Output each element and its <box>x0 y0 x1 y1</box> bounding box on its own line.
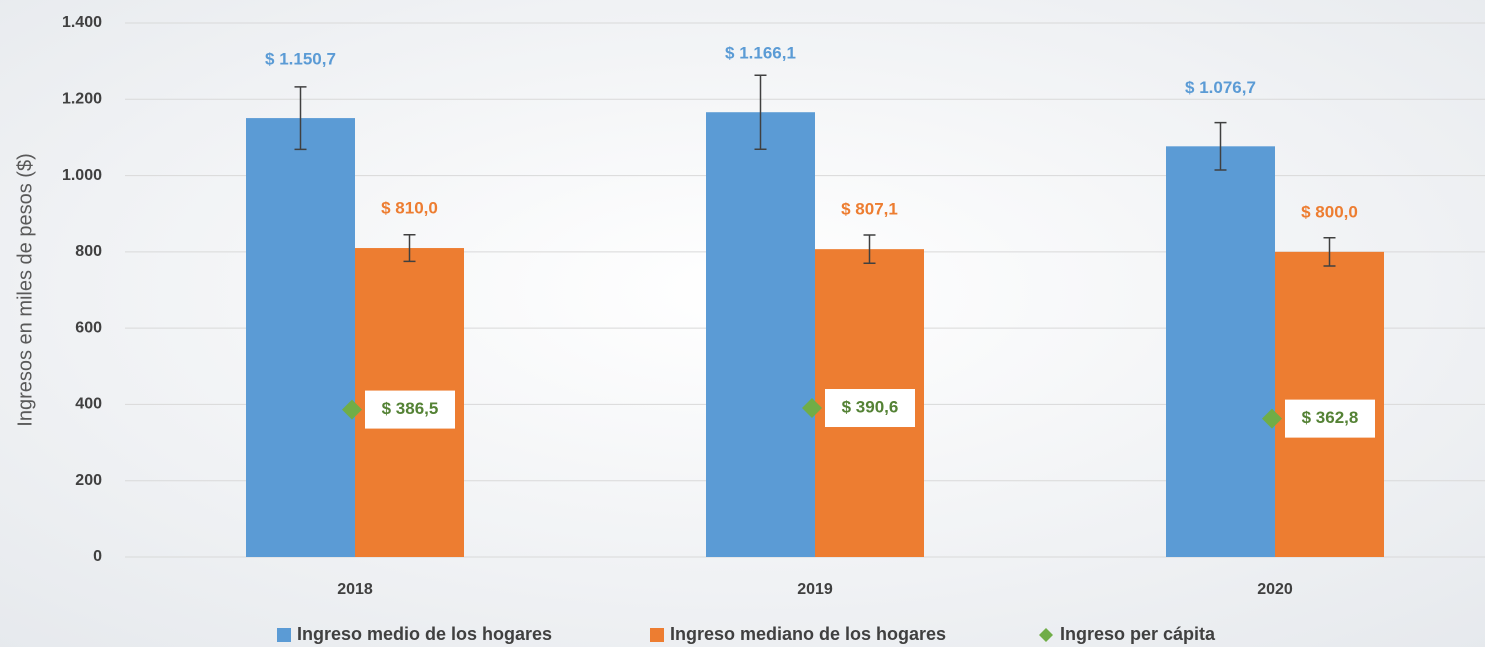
marker <box>1262 408 1282 429</box>
data-label: $ 800,0 <box>1301 202 1358 221</box>
data-label: $ 1.076,7 <box>1185 78 1256 97</box>
data-label: $ 1.150,7 <box>265 50 336 69</box>
data-label: $ 390,6 <box>842 397 899 416</box>
y-tick-label: 1.400 <box>62 14 102 31</box>
x-tick-label: 2018 <box>337 581 373 598</box>
error-bar <box>294 86 307 151</box>
marker <box>342 399 362 420</box>
error-bar <box>863 234 876 265</box>
y-tick-label: 200 <box>75 472 102 489</box>
error-bar <box>754 74 767 150</box>
y-tick-label: 600 <box>75 319 102 336</box>
data-label-box <box>1285 399 1375 438</box>
data-label: $ 810,0 <box>381 199 438 218</box>
data-label-box <box>825 389 915 428</box>
data-label: $ 807,1 <box>841 200 898 219</box>
x-tick-label: 2020 <box>1257 581 1293 598</box>
data-label: $ 1.166,1 <box>725 44 796 63</box>
legend-label: Ingreso medio de los hogares <box>297 624 552 644</box>
y-tick-label: 800 <box>75 243 102 260</box>
y-tick-label: 400 <box>75 396 102 413</box>
bar <box>706 112 815 558</box>
y-axis-label: Ingresos en miles de pesos ($) <box>14 153 36 426</box>
data-label: $ 386,5 <box>382 399 439 418</box>
y-tick-label: 1.200 <box>62 91 102 108</box>
error-bar <box>1323 236 1336 267</box>
error-bar <box>1214 121 1227 171</box>
marker <box>802 398 822 419</box>
legend-swatch <box>650 628 664 642</box>
error-bar <box>403 233 416 263</box>
legend-label: Ingreso mediano de los hogares <box>670 624 946 644</box>
legend-label: Ingreso per cápita <box>1060 624 1216 644</box>
legend-marker <box>1039 628 1053 642</box>
y-tick-label: 1.000 <box>62 167 102 184</box>
bar <box>1166 146 1275 557</box>
data-label-box <box>365 390 455 429</box>
y-tick-label: 0 <box>93 548 102 565</box>
bar <box>246 118 355 557</box>
legend-swatch <box>277 628 291 642</box>
data-label: $ 362,8 <box>1302 408 1359 427</box>
x-tick-label: 2019 <box>797 581 833 598</box>
